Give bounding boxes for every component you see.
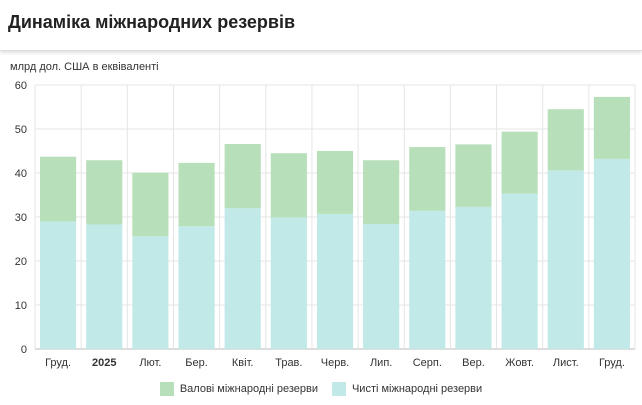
bar-gross bbox=[270, 153, 307, 218]
legend-swatch bbox=[331, 382, 346, 396]
x-tick-label: Бер. bbox=[185, 357, 208, 369]
bar-gross bbox=[178, 162, 215, 227]
x-tick-label: Серп. bbox=[413, 357, 442, 369]
legend-label: Валові міжнародні резерви bbox=[179, 383, 318, 395]
x-tick-label: Жовт. bbox=[505, 357, 534, 369]
legend-label: Чисті міжнародні резерви bbox=[351, 383, 483, 395]
x-tick-label: Лют. bbox=[139, 357, 161, 369]
y-tick-label: 20 bbox=[15, 256, 27, 268]
x-tick-label: Черв. bbox=[321, 357, 349, 369]
bar-net bbox=[593, 158, 630, 349]
legend-item-gross[interactable]: Валові міжнародні резерви bbox=[159, 382, 318, 396]
y-tick-label: 0 bbox=[21, 344, 27, 356]
bar-net bbox=[316, 213, 354, 349]
y-tick-label: 10 bbox=[15, 300, 27, 312]
bar-net bbox=[224, 208, 261, 349]
bar-net bbox=[363, 224, 400, 349]
header: Динаміка міжнародних резервів bbox=[0, 0, 642, 51]
y-tick-label: 60 bbox=[15, 80, 27, 92]
bar-gross bbox=[593, 96, 630, 159]
x-tick-label: 2025 bbox=[92, 357, 116, 369]
y-tick-label: 30 bbox=[15, 212, 27, 224]
page-title: Динаміка міжнародних резервів bbox=[8, 12, 296, 32]
bar-net bbox=[86, 224, 123, 349]
x-tick-label: Груд. bbox=[599, 357, 625, 369]
bar-net bbox=[132, 236, 169, 349]
y-tick-label: 50 bbox=[15, 124, 27, 136]
x-tick-label: Лист. bbox=[553, 357, 579, 369]
y-tick-label: 40 bbox=[15, 168, 27, 180]
legend-swatch bbox=[159, 382, 174, 396]
bar-gross bbox=[316, 151, 354, 214]
bar-net bbox=[501, 193, 538, 349]
bar-gross bbox=[363, 160, 400, 225]
bar-net bbox=[455, 206, 492, 349]
bar-gross bbox=[224, 143, 261, 209]
bar-gross bbox=[547, 109, 584, 171]
bar-gross bbox=[501, 131, 538, 194]
legend-item-net[interactable]: Чисті міжнародні резерви bbox=[331, 382, 483, 396]
x-tick-label: Трав. bbox=[275, 357, 302, 369]
bar-gross bbox=[455, 144, 492, 207]
chart: 0 10 20 30 40 50 60 Груд. 2025 Лют. Бер. Квіт. Трав.… bbox=[15, 80, 636, 369]
x-tick-label: Груд. bbox=[45, 357, 71, 369]
bar-gross bbox=[409, 147, 446, 211]
x-tick-label: Лип. bbox=[370, 357, 392, 369]
x-tick-label: Квіт. bbox=[232, 357, 254, 369]
y-axis-label: млрд дол. США в еквіваленті bbox=[10, 61, 159, 73]
bar-gross bbox=[40, 156, 77, 222]
bar-net bbox=[270, 217, 307, 349]
bar-net bbox=[178, 226, 215, 349]
bar-net bbox=[409, 210, 446, 349]
bar-gross bbox=[86, 160, 123, 225]
bar-gross bbox=[132, 172, 169, 237]
legend: Валові міжнародні резерви Чисті міжнарод… bbox=[0, 382, 642, 396]
bar-net bbox=[40, 221, 77, 349]
x-tick-label: Вер. bbox=[462, 357, 485, 369]
bar-net bbox=[547, 170, 584, 349]
